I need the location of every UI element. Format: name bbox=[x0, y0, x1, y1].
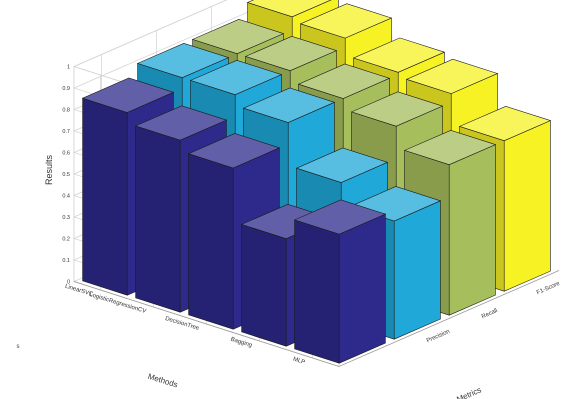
bar-top-face bbox=[297, 63, 391, 99]
method-tick-label: Bagging bbox=[230, 337, 253, 349]
z-tick-label: 1 bbox=[67, 65, 70, 71]
bar-side-face bbox=[135, 125, 181, 313]
z-tick-label: 0.1 bbox=[62, 258, 70, 264]
bar-top-face bbox=[191, 18, 285, 55]
bar-top-face bbox=[293, 199, 387, 235]
metric-tick-label: Recall bbox=[481, 308, 499, 320]
bar-front-face bbox=[338, 213, 386, 364]
bar-top-face bbox=[136, 42, 230, 79]
metrics-axis-title: Metrics bbox=[455, 385, 482, 399]
bar-side-face bbox=[294, 219, 340, 364]
bar-side-face bbox=[82, 97, 128, 296]
methods-axis-title: Methods bbox=[147, 372, 179, 390]
z-tick-label: 0.8 bbox=[62, 108, 70, 114]
floor-edge bbox=[73, 270, 560, 367]
bar-top-face bbox=[458, 105, 552, 142]
bar-side-face bbox=[188, 153, 234, 330]
bar-top-face bbox=[405, 58, 499, 94]
z-tick-label: 0.3 bbox=[62, 215, 70, 221]
bar-top-face bbox=[187, 133, 281, 169]
metric-tick-label: F1-Score bbox=[536, 281, 562, 297]
bar-side-face bbox=[241, 223, 287, 347]
z-tick-label: 0.9 bbox=[62, 86, 70, 92]
bar-top-face bbox=[352, 37, 446, 73]
z-tick-label: 0.2 bbox=[62, 237, 70, 243]
bar-top-face bbox=[242, 87, 336, 123]
stray-mark: s bbox=[17, 344, 20, 350]
bar-top-face bbox=[244, 35, 338, 72]
z-tick-label: 0.6 bbox=[62, 151, 70, 157]
z-tick-label: 0.5 bbox=[62, 172, 70, 178]
bars-group bbox=[81, 0, 552, 364]
bar-front-face bbox=[448, 144, 496, 316]
method-tick-label: MLP bbox=[292, 357, 306, 366]
bar-top-face bbox=[134, 105, 228, 141]
bar-front-face bbox=[503, 120, 551, 292]
bar-accuracy-mlp bbox=[293, 199, 387, 364]
bar-top-face bbox=[350, 91, 444, 127]
bar-top-face bbox=[403, 129, 497, 166]
bar-top-face bbox=[299, 3, 393, 39]
z-axis-title: Results bbox=[44, 154, 54, 185]
bar-top-face bbox=[81, 77, 175, 113]
z-tick-label: 0.4 bbox=[62, 194, 70, 200]
z-tick-label: 0 bbox=[67, 280, 70, 286]
bar-top-face bbox=[189, 59, 283, 96]
z-tick-label: 0.7 bbox=[62, 129, 70, 135]
bar-top-face bbox=[246, 0, 332, 18]
bar-front-face bbox=[393, 200, 441, 340]
metric-tick-label: Precision bbox=[426, 329, 451, 345]
bar-top-face bbox=[295, 147, 389, 183]
